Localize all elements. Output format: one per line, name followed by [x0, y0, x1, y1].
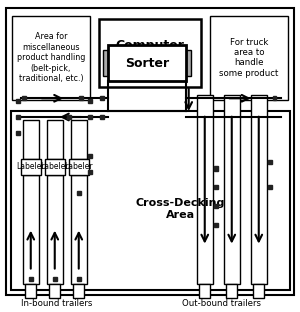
Bar	[250, 95, 267, 284]
Bar	[88, 169, 92, 173]
Bar	[100, 96, 104, 100]
Bar	[22, 96, 26, 100]
Bar	[45, 159, 64, 175]
Bar	[77, 192, 81, 195]
Text: Labeler: Labeler	[64, 163, 93, 171]
Bar	[69, 159, 88, 175]
Bar	[79, 96, 83, 100]
Bar	[210, 16, 288, 100]
Text: For truck
area to
handle
some product: For truck area to handle some product	[219, 38, 279, 78]
Bar	[53, 277, 57, 281]
Bar	[108, 45, 186, 81]
Text: In-bound trailers: In-bound trailers	[21, 299, 93, 308]
Text: Area for
miscellaneous
product handling
(belt-pick,
traditional, etc.): Area for miscellaneous product handling …	[17, 32, 85, 83]
Bar	[214, 204, 218, 208]
Bar	[11, 111, 290, 290]
Bar	[22, 175, 39, 284]
Bar	[214, 185, 218, 189]
Bar	[103, 50, 108, 76]
Bar	[268, 160, 272, 164]
Bar	[226, 284, 238, 298]
Bar	[25, 284, 37, 298]
Bar	[70, 175, 87, 284]
Bar	[77, 277, 81, 281]
Bar	[268, 185, 272, 189]
Bar	[88, 99, 92, 103]
Bar	[214, 223, 218, 227]
Bar	[67, 115, 71, 119]
Bar	[88, 154, 92, 158]
Text: Sorter: Sorter	[125, 57, 169, 70]
Bar	[186, 50, 191, 76]
Bar	[29, 277, 33, 281]
Bar	[214, 166, 218, 170]
Bar	[273, 96, 277, 100]
Bar	[73, 284, 85, 298]
Text: Out-bound trailers: Out-bound trailers	[182, 299, 262, 308]
Bar	[100, 115, 104, 119]
Bar	[196, 95, 213, 284]
Text: Cross-Decking
Area: Cross-Decking Area	[135, 198, 225, 220]
Text: Computer
Center: Computer Center	[116, 39, 184, 67]
Bar	[70, 120, 87, 159]
Bar	[46, 120, 63, 159]
Bar	[16, 130, 20, 134]
Text: Labeler: Labeler	[40, 163, 69, 171]
Bar	[88, 115, 92, 119]
Text: Labeler: Labeler	[16, 163, 45, 171]
Bar	[22, 120, 39, 159]
Bar	[199, 284, 211, 298]
Bar	[12, 16, 90, 100]
Bar	[99, 19, 201, 87]
Bar	[16, 99, 20, 103]
Bar	[49, 284, 61, 298]
Bar	[16, 115, 20, 119]
Bar	[21, 159, 40, 175]
Bar	[224, 95, 240, 284]
Bar	[253, 284, 265, 298]
Bar	[46, 175, 63, 284]
